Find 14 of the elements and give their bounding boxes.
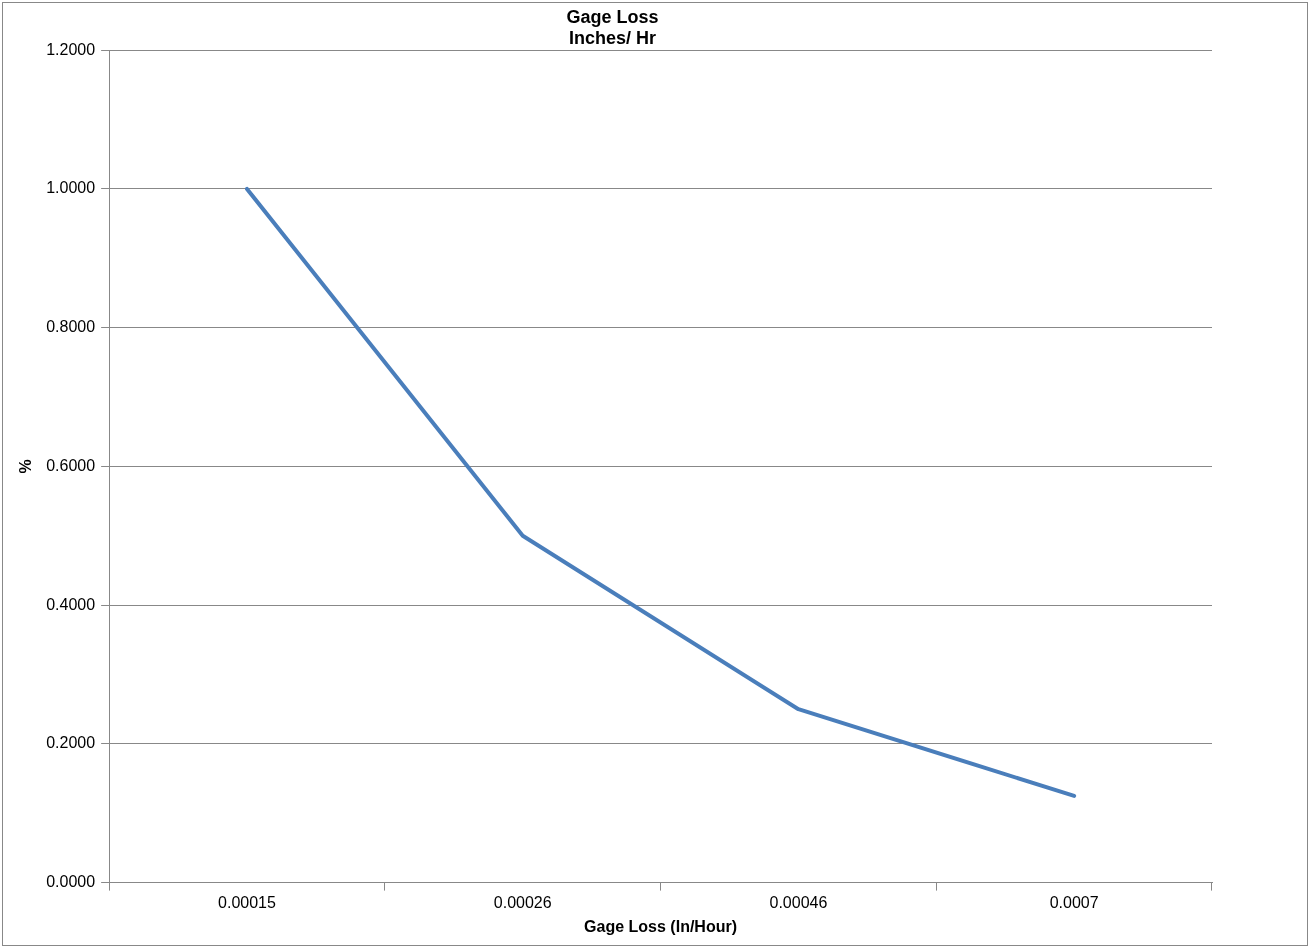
- x-axis-title: Gage Loss (In/Hour): [584, 917, 738, 935]
- x-tick-label: 0.0007: [1049, 893, 1099, 911]
- chart-title: Gage Loss Inches/ Hr: [566, 6, 659, 49]
- y-axis-title: %: [17, 459, 35, 474]
- y-tick-label: 1.0000: [46, 179, 96, 197]
- y-tick-label: 0.0000: [46, 873, 96, 891]
- x-tick-label: 0.00026: [493, 893, 552, 911]
- x-tick-label: 0.00046: [769, 893, 828, 911]
- x-tick-label: 0.00015: [218, 893, 277, 911]
- y-tick-label: 0.8000: [46, 318, 96, 336]
- y-tick-label: 0.2000: [46, 734, 96, 752]
- y-tick-label: 0.6000: [46, 456, 96, 474]
- y-tick-label: 1.2000: [46, 40, 96, 58]
- y-tick-label: 0.4000: [46, 595, 96, 613]
